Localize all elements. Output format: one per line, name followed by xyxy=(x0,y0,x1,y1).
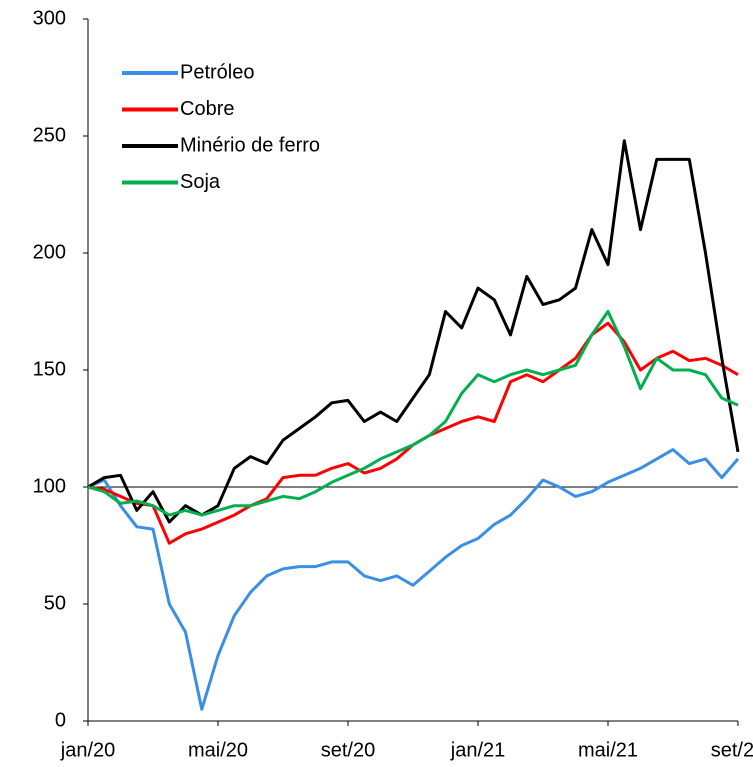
legend-label: Petróleo xyxy=(180,61,255,83)
y-tick-label: 150 xyxy=(33,358,66,380)
x-tick-label: jan/20 xyxy=(60,739,116,761)
x-tick-label: set/21 xyxy=(711,739,753,761)
y-tick-label: 200 xyxy=(33,241,66,263)
x-tick-label: jan/21 xyxy=(450,739,506,761)
y-tick-label: 250 xyxy=(33,124,66,146)
y-tick-label: 300 xyxy=(33,7,66,29)
series-line xyxy=(87,310,739,517)
legend-label: Minério de ferro xyxy=(180,134,320,156)
legend-label: Cobre xyxy=(180,98,234,120)
series-line xyxy=(87,139,740,524)
x-tick-label: mai/21 xyxy=(578,739,638,761)
x-tick-label: set/20 xyxy=(321,739,375,761)
y-tick-label: 0 xyxy=(55,709,66,731)
x-tick-label: mai/20 xyxy=(188,739,248,761)
y-tick-label: 50 xyxy=(44,592,66,614)
y-tick-label: 100 xyxy=(33,475,66,497)
legend-label: Soja xyxy=(180,171,221,193)
series-line xyxy=(87,448,740,711)
